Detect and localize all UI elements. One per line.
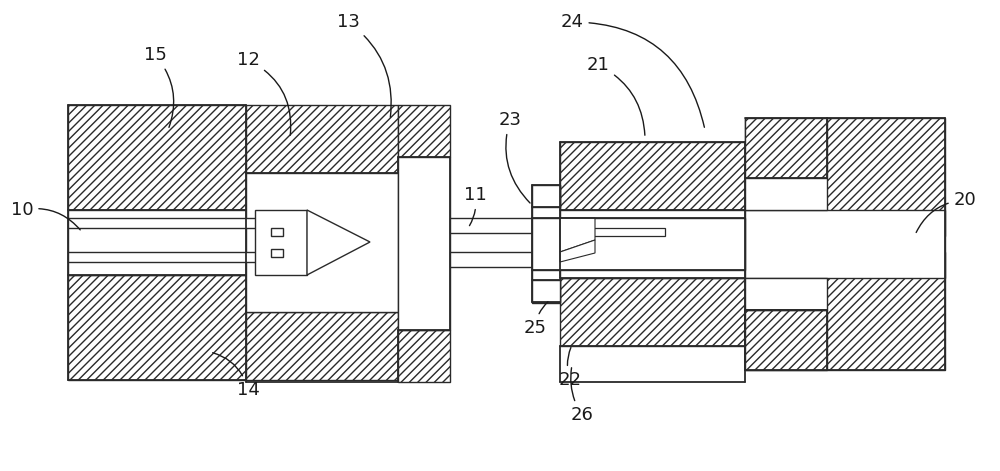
Bar	[745, 118, 827, 178]
Bar	[532, 280, 560, 302]
Bar	[532, 218, 745, 270]
Text: 25: 25	[524, 302, 548, 337]
Text: 13: 13	[337, 13, 391, 117]
Text: 20: 20	[916, 191, 976, 233]
Bar	[745, 310, 827, 370]
Bar	[68, 275, 246, 380]
Bar	[745, 252, 945, 370]
Text: 23: 23	[498, 111, 530, 203]
Bar	[271, 249, 283, 257]
Text: 15: 15	[144, 46, 174, 127]
Bar	[532, 185, 560, 303]
Bar	[68, 252, 273, 262]
Text: 14: 14	[213, 353, 259, 399]
Bar	[398, 105, 450, 157]
Polygon shape	[560, 240, 595, 262]
Bar	[745, 178, 827, 210]
Bar	[745, 278, 827, 310]
Text: 26: 26	[571, 368, 593, 424]
Bar	[246, 105, 398, 173]
Bar	[68, 105, 246, 210]
Bar	[532, 185, 560, 207]
Bar	[398, 330, 450, 382]
Polygon shape	[560, 218, 595, 252]
Bar	[398, 157, 450, 330]
Polygon shape	[307, 210, 370, 275]
Bar	[560, 278, 745, 346]
Bar	[560, 210, 745, 278]
Bar	[246, 312, 398, 380]
Bar	[560, 142, 745, 210]
Text: 21: 21	[587, 56, 645, 135]
Text: 22: 22	[558, 348, 582, 389]
Bar	[450, 252, 532, 267]
Bar	[745, 118, 945, 236]
Bar	[271, 228, 283, 236]
Bar	[560, 228, 665, 236]
Text: 10: 10	[11, 201, 80, 230]
Bar	[68, 218, 273, 228]
Bar	[68, 210, 246, 275]
Text: 11: 11	[464, 186, 486, 226]
Bar	[255, 210, 307, 275]
Text: 24: 24	[560, 13, 704, 127]
Bar	[246, 173, 398, 312]
Bar	[450, 218, 532, 233]
Text: 12: 12	[237, 51, 291, 135]
Bar	[745, 210, 945, 278]
